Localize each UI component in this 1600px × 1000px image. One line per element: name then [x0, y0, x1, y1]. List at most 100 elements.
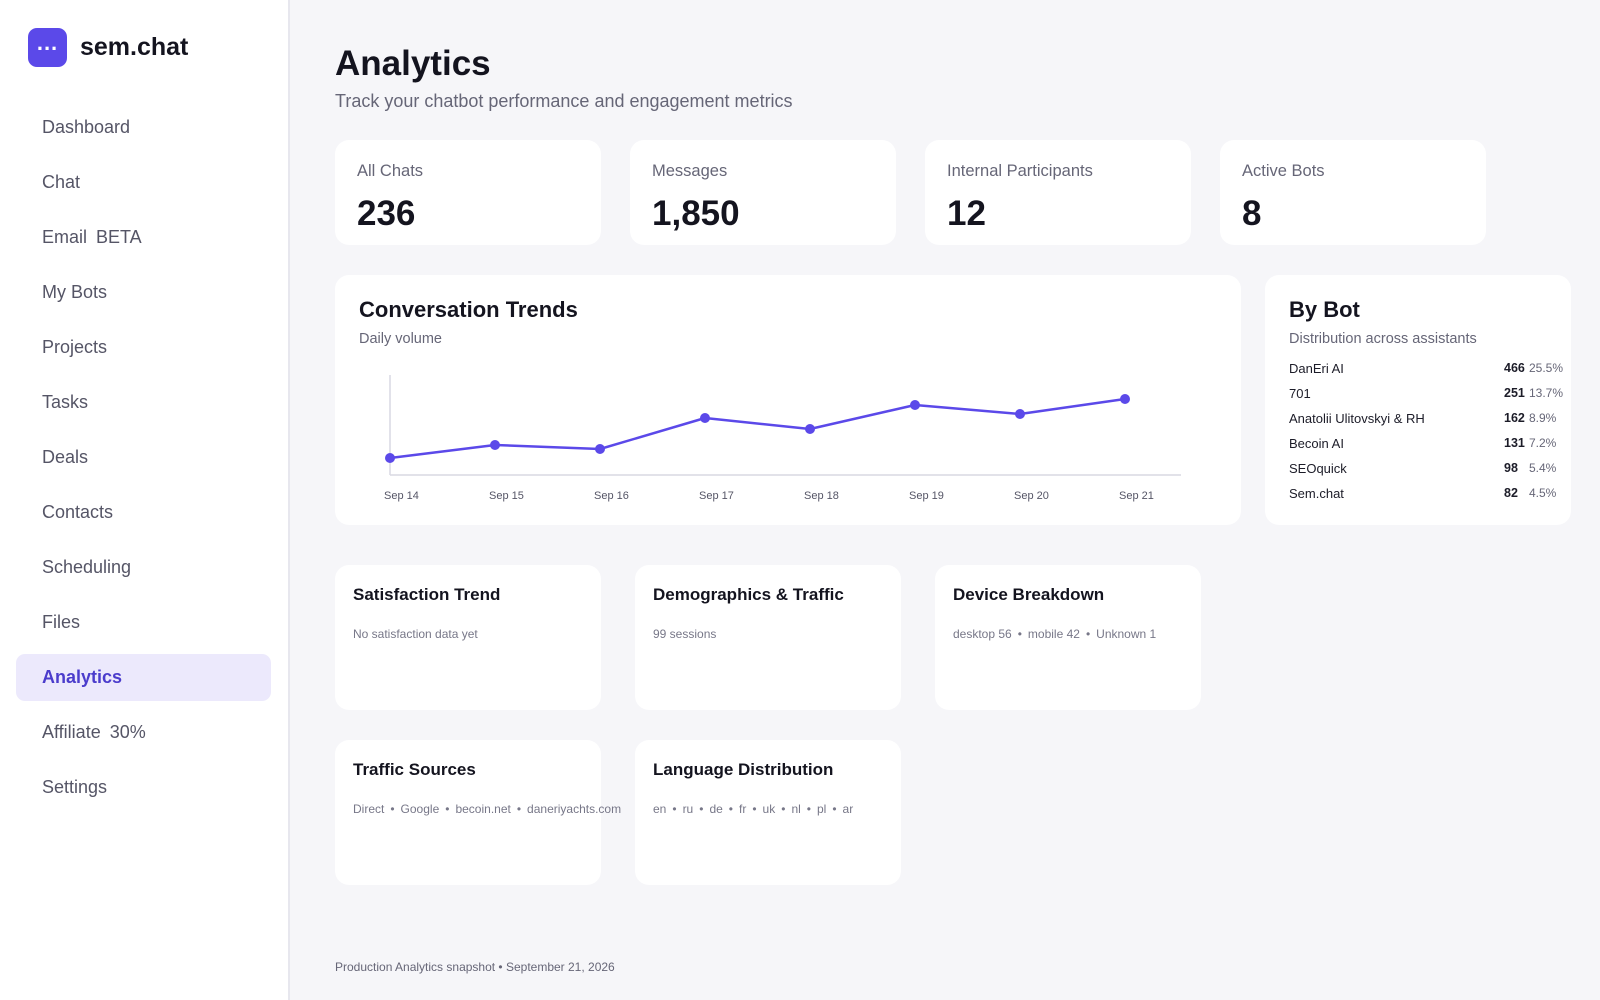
list-item[interactable]: Anatolii Ulitovskyi & RH 162 8.9%	[1289, 411, 1569, 436]
by-bot-subtitle: Distribution across assistants	[1289, 331, 1477, 347]
sidebar-item-label: Deals	[42, 447, 89, 467]
card-title: Device Breakdown	[953, 585, 1105, 604]
data-point[interactable]	[1120, 394, 1130, 404]
bot-count: 251	[1504, 386, 1525, 400]
language-item: uk	[762, 802, 776, 816]
by-bot-title: By Bot	[1289, 297, 1360, 322]
language-item: nl	[791, 802, 801, 816]
language-item: ar	[842, 802, 854, 816]
language-list: en • ru • de • fr • uk • nl • pl • ar	[653, 802, 854, 816]
stat-value: 8	[1242, 194, 1262, 233]
bot-name: Becoin AI	[1289, 436, 1344, 451]
bot-count: 82	[1504, 486, 1518, 500]
bot-percent: 5.4%	[1529, 461, 1557, 475]
sidebar-item-files[interactable]: Files	[16, 599, 271, 646]
brand[interactable]: ... sem.chat	[28, 28, 188, 67]
sidebar-item-label: My Bots	[42, 282, 108, 302]
card-title: Satisfaction Trend	[353, 585, 501, 604]
sidebar-item-projects[interactable]: Projects	[16, 324, 271, 371]
sidebar-item-label: Settings	[42, 777, 108, 797]
traffic-list: Direct • Google • becoin.net • daneriyachts.co…	[353, 802, 622, 816]
sidebar-nav: Dashboard Chat Email BETA My Bots Project…	[16, 104, 271, 819]
data-point[interactable]	[910, 400, 920, 410]
stat-value: 236	[357, 194, 416, 233]
demographics-card: Demographics & Traffic 99 sessions	[635, 565, 901, 710]
list-item[interactable]: 701 251 13.7%	[1289, 386, 1569, 411]
bot-count: 466	[1504, 361, 1525, 375]
language-distribution-card: Language Distribution en • ru • de • fr • uk • nl •…	[635, 740, 901, 885]
bot-name: DanEri AI	[1289, 361, 1344, 376]
sidebar-item-analytics[interactable]: Analytics	[16, 654, 271, 701]
sidebar: ... sem.chat Dashboard Chat Email BETA My…	[0, 0, 290, 1000]
beta-badge: BETA	[96, 227, 142, 247]
satisfaction-trend-card: Satisfaction Trend No satisfaction data …	[335, 565, 601, 710]
sidebar-item-label: Tasks	[42, 392, 89, 412]
bot-percent: 4.5%	[1529, 486, 1557, 500]
sidebar-item-scheduling[interactable]: Scheduling	[16, 544, 271, 591]
device-item: Unknown 1	[1096, 627, 1157, 641]
card-title: Demographics & Traffic	[653, 585, 844, 604]
stat-value: 12	[947, 194, 986, 233]
traffic-item: becoin.net	[455, 802, 511, 816]
sessions-text: 99 sessions	[653, 627, 717, 641]
stat-card-messages: Messages 1,850	[630, 140, 896, 245]
sidebar-item-email[interactable]: Email BETA	[16, 214, 271, 261]
traffic-sources-card: Traffic Sources Direct • Google • becoin.net…	[335, 740, 621, 885]
page-subtitle: Track your chatbot performance and engag…	[335, 91, 793, 111]
stat-card-all-chats: All Chats 236	[335, 140, 601, 245]
bot-percent: 13.7%	[1529, 386, 1564, 400]
trends-title: Conversation Trends	[359, 297, 578, 322]
sidebar-item-label: Analytics	[42, 667, 123, 687]
data-point[interactable]	[1015, 409, 1025, 419]
data-point[interactable]	[490, 440, 500, 450]
empty-state-text: No satisfaction data yet	[353, 627, 478, 641]
sidebar-item-label: Affiliate	[42, 722, 101, 742]
data-point[interactable]	[805, 424, 815, 434]
list-item[interactable]: Sem.chat 82 4.5%	[1289, 486, 1569, 511]
sidebar-item-affiliate[interactable]: Affiliate 30%	[16, 709, 271, 756]
sidebar-item-tasks[interactable]: Tasks	[16, 379, 271, 426]
sidebar-item-deals[interactable]: Deals	[16, 434, 271, 481]
language-item: ru	[682, 802, 694, 816]
traffic-item: Direct	[353, 802, 385, 816]
card-title: Traffic Sources	[353, 760, 476, 779]
by-bot-card: By Bot Distribution across assistants Da…	[1265, 275, 1571, 525]
trend-chart: Sep 14 Sep 15 Sep 16 Sep 17 Sep 18 Sep 19 Sep …	[384, 375, 1181, 502]
list-item[interactable]: DanEri AI 466 25.5%	[1289, 361, 1569, 386]
x-tick-label: Sep 16	[594, 490, 629, 502]
stat-label: All Chats	[357, 162, 424, 180]
data-point[interactable]	[595, 444, 605, 454]
bot-percent: 25.5%	[1529, 361, 1564, 375]
list-item[interactable]: SEOquick 98 5.4%	[1289, 461, 1569, 486]
bot-percent: 7.2%	[1529, 436, 1557, 450]
language-item: de	[709, 802, 723, 816]
sidebar-item-label: Dashboard	[42, 117, 131, 137]
sidebar-item-label: Email	[42, 227, 88, 247]
bot-count: 98	[1504, 461, 1518, 475]
stat-label: Internal Participants	[947, 162, 1093, 180]
sidebar-item-settings[interactable]: Settings	[16, 764, 271, 811]
language-item: en	[653, 802, 667, 816]
sidebar-item-label: Projects	[42, 337, 108, 357]
sidebar-item-contacts[interactable]: Contacts	[16, 489, 271, 536]
stat-label: Active Bots	[1242, 162, 1325, 180]
device-list: desktop 56 • mobile 42 • Unknown 1	[953, 627, 1157, 641]
sidebar-item-dashboard[interactable]: Dashboard	[16, 104, 271, 151]
conversation-trends-card: Conversation Trends Daily volume Sep 14 S…	[335, 275, 1241, 525]
x-tick-label: Sep 15	[489, 490, 524, 502]
data-point[interactable]	[700, 413, 710, 423]
list-item[interactable]: Becoin AI 131 7.2%	[1289, 436, 1569, 461]
page-title: Analytics	[335, 44, 491, 83]
sidebar-item-label: Contacts	[42, 502, 114, 522]
affiliate-badge: 30%	[109, 722, 146, 742]
bot-list: DanEri AI 466 25.5% 701 251 13.7% Anatolii U…	[1289, 361, 1569, 511]
sidebar-item-chat[interactable]: Chat	[16, 159, 271, 206]
logo-icon: ...	[28, 28, 67, 67]
card-title: Language Distribution	[653, 760, 834, 779]
data-point[interactable]	[385, 453, 395, 463]
stat-card-active-bots: Active Bots 8	[1220, 140, 1486, 245]
series-line	[389, 397, 1126, 460]
sidebar-item-my-bots[interactable]: My Bots	[16, 269, 271, 316]
bot-count: 162	[1504, 411, 1525, 425]
bot-name: 701	[1289, 386, 1311, 401]
